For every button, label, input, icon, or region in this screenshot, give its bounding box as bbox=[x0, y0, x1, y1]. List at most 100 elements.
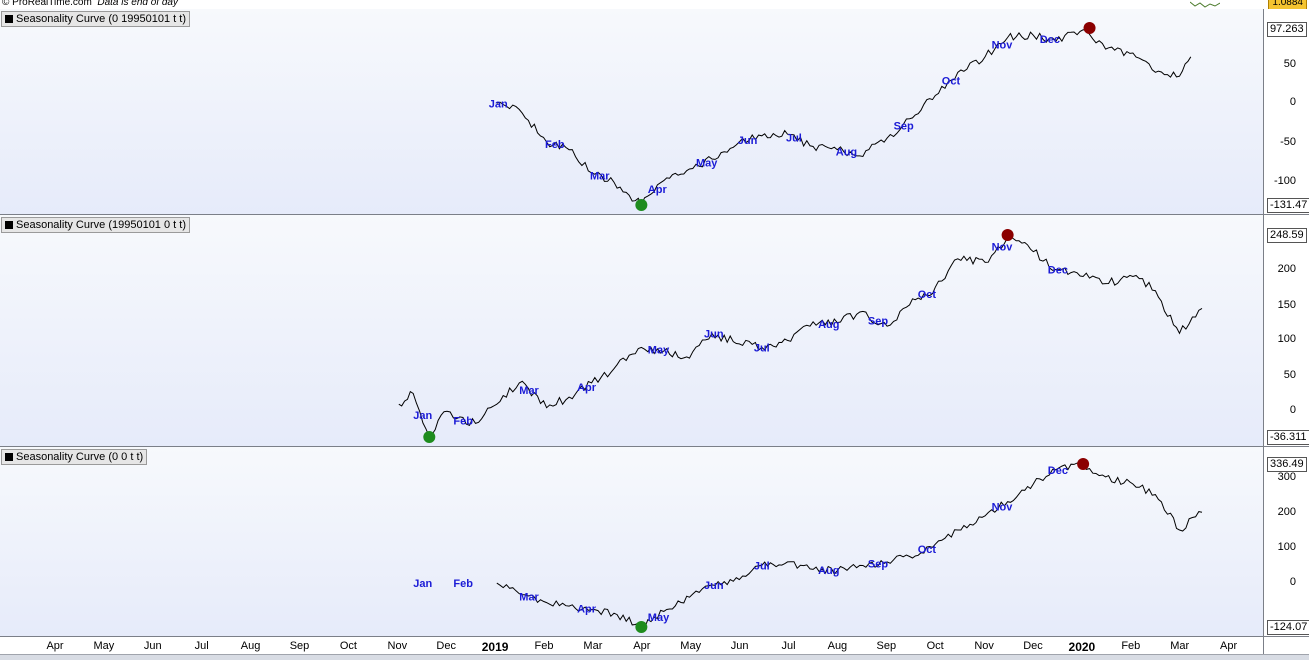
month-label: Mar bbox=[519, 385, 539, 397]
x-tick-label: Mar bbox=[583, 640, 603, 652]
x-tick-label: May bbox=[680, 640, 702, 652]
low-point-marker[interactable] bbox=[635, 199, 648, 211]
x-tick-label: Apr bbox=[1220, 640, 1238, 652]
x-tick-label: Apr bbox=[633, 640, 651, 652]
month-label: Jan bbox=[489, 98, 508, 110]
x-tick-label: Feb bbox=[1121, 640, 1141, 652]
y-tick: 200 bbox=[1277, 506, 1296, 518]
month-label: Dec bbox=[1048, 264, 1068, 276]
series-color-swatch bbox=[5, 15, 13, 23]
month-label: Dec bbox=[1040, 34, 1060, 46]
y-tick: 150 bbox=[1277, 299, 1296, 311]
month-label: Jan bbox=[413, 410, 432, 422]
y-max-label: 336.49 bbox=[1267, 457, 1307, 472]
x-tick-label: 2019 bbox=[481, 640, 509, 654]
month-label: Mar bbox=[519, 591, 539, 603]
y-tick: -50 bbox=[1280, 136, 1296, 148]
y-axis-middle[interactable]: 248.59 200 150 100 50 0 -36.311 bbox=[1263, 215, 1309, 446]
low-point-marker[interactable] bbox=[635, 621, 648, 633]
month-label: Feb bbox=[453, 415, 473, 427]
month-label: May bbox=[648, 345, 670, 357]
price-tag: 1.0884 bbox=[1268, 0, 1307, 9]
y-tick: 100 bbox=[1277, 333, 1296, 345]
month-label: Nov bbox=[992, 502, 1014, 514]
y-min-label: -36.311 bbox=[1267, 430, 1309, 445]
month-label: Aug bbox=[836, 146, 857, 158]
x-tick-label: Jun bbox=[143, 640, 162, 652]
y-tick: 300 bbox=[1277, 471, 1296, 483]
month-label: Nov bbox=[992, 241, 1014, 253]
y-tick: 0 bbox=[1289, 96, 1296, 108]
month-label: May bbox=[696, 158, 718, 170]
month-label: Feb bbox=[453, 578, 473, 590]
x-tick-label: Jun bbox=[730, 640, 749, 652]
y-axis-bottom[interactable]: 336.49 300 200 100 0 -124.07 bbox=[1263, 447, 1309, 636]
x-tick-label: Nov bbox=[387, 640, 408, 652]
high-point-marker[interactable] bbox=[1077, 458, 1090, 470]
panel-top[interactable]: Jan Feb Mar Apr May Jun Jul Aug Sep Oct Nov Dec Sea… bbox=[0, 9, 1263, 214]
month-label: Sep bbox=[868, 558, 888, 570]
month-label: Jan bbox=[413, 578, 432, 590]
panel-divider[interactable] bbox=[0, 446, 1309, 447]
x-tick-label: May bbox=[93, 640, 115, 652]
panel-title-middle[interactable]: Seasonality Curve (19950101 0 t t) bbox=[1, 217, 190, 233]
month-label: Sep bbox=[894, 121, 914, 133]
month-label: Jul bbox=[754, 560, 770, 572]
y-min-label: -124.07 bbox=[1267, 620, 1309, 635]
month-label: Apr bbox=[577, 382, 597, 394]
month-label: Jul bbox=[786, 133, 802, 145]
seasonality-curve-line bbox=[496, 461, 1203, 629]
x-tick-label: Jul bbox=[781, 640, 796, 652]
x-tick-label: Mar bbox=[1170, 640, 1190, 652]
month-label: Aug bbox=[818, 565, 839, 577]
credit-text: © ProRealTime.com Data is end of day bbox=[2, 0, 178, 8]
x-tick-label: Dec bbox=[1023, 640, 1043, 652]
month-label: Feb bbox=[545, 139, 565, 151]
month-label: Jun bbox=[704, 580, 724, 592]
x-tick-label: Nov bbox=[974, 640, 994, 652]
month-label: Jun bbox=[704, 328, 724, 340]
low-point-marker[interactable] bbox=[423, 431, 436, 443]
month-label: Apr bbox=[577, 604, 597, 616]
month-label: Jul bbox=[754, 342, 770, 354]
high-point-marker[interactable] bbox=[1083, 22, 1096, 34]
series-color-swatch bbox=[5, 453, 13, 461]
high-point-marker[interactable] bbox=[1001, 229, 1014, 241]
panel-middle[interactable]: Jan Feb Mar Apr May Jun Jul Aug Sep Oct Nov Dec Sea… bbox=[0, 215, 1263, 446]
month-label: Sep bbox=[868, 315, 888, 327]
x-tick-label: Sep bbox=[289, 640, 310, 652]
x-tick-label: Sep bbox=[876, 640, 897, 652]
x-tick-label: Feb bbox=[534, 640, 554, 652]
y-tick: 0 bbox=[1289, 576, 1296, 588]
x-axis[interactable]: Apr May Jun Jul Aug Sep Oct Nov Dec 2019 Feb Mar Apr… bbox=[0, 636, 1263, 655]
y-tick: -100 bbox=[1273, 175, 1296, 187]
month-label: Mar bbox=[590, 171, 610, 183]
y-axis-top[interactable]: 97.263 50 0 -50 -100 -131.47 bbox=[1263, 9, 1309, 214]
month-label: Nov bbox=[992, 39, 1014, 51]
y-tick: 0 bbox=[1289, 404, 1296, 416]
month-label: Oct bbox=[918, 289, 937, 301]
y-tick: 100 bbox=[1277, 541, 1296, 553]
seasonality-curve-line bbox=[398, 236, 1203, 438]
chart-svg-middle: Jan Feb Mar Apr May Jun Jul Aug Sep Oct Nov Dec bbox=[398, 229, 1203, 443]
series-color-swatch bbox=[5, 221, 13, 229]
x-tick-label: 2020 bbox=[1068, 640, 1096, 654]
month-label: Aug bbox=[818, 319, 839, 331]
panel-bottom[interactable]: Jan Feb Mar Apr May Jun Jul Aug Sep Oct Nov Dec Sea… bbox=[0, 447, 1263, 636]
month-label: Dec bbox=[1048, 465, 1068, 477]
status-bar bbox=[0, 654, 1309, 660]
panel-title-bottom[interactable]: Seasonality Curve (0 0 t t) bbox=[1, 449, 148, 465]
x-tick-label: Jul bbox=[194, 640, 209, 652]
y-max-label: 248.59 bbox=[1267, 228, 1307, 243]
month-label: May bbox=[648, 612, 670, 624]
y-tick: 50 bbox=[1283, 58, 1296, 70]
x-tick-label: Aug bbox=[827, 640, 848, 652]
month-label: Apr bbox=[648, 184, 668, 196]
panel-title-top[interactable]: Seasonality Curve (0 19950101 t t) bbox=[1, 11, 190, 27]
x-tick-label: Aug bbox=[240, 640, 261, 652]
y-tick: 50 bbox=[1283, 369, 1296, 381]
panel-divider[interactable] bbox=[0, 214, 1309, 215]
chart-svg-bottom: Jan Feb Mar Apr May Jun Jul Aug Sep Oct Nov Dec bbox=[413, 458, 1203, 633]
top-strip: © ProRealTime.com Data is end of day 1.0… bbox=[0, 0, 1309, 9]
x-tick-label: Apr bbox=[46, 640, 64, 652]
